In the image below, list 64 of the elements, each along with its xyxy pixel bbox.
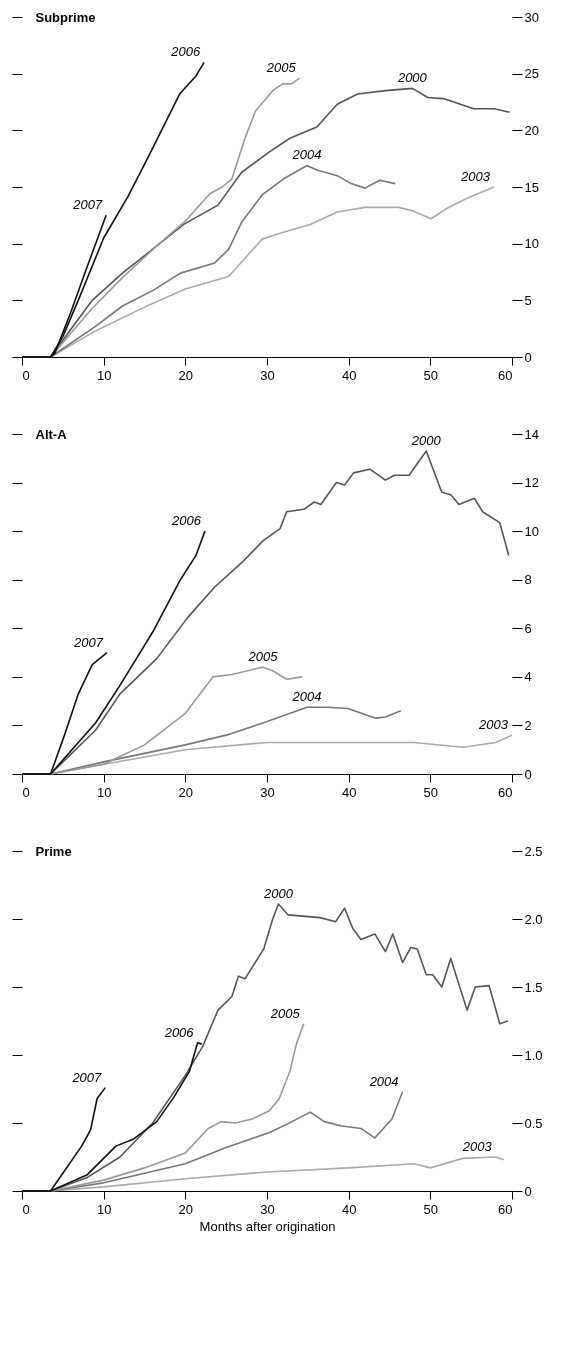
y-tick-label: 30 — [524, 9, 539, 25]
y-tick-label: 0 — [524, 1183, 532, 1199]
chart-title: Subprime — [35, 10, 96, 25]
y-tick-label: 10 — [524, 523, 539, 539]
x-tick-label: 30 — [260, 367, 275, 383]
y-tick-label: 2.5 — [524, 843, 543, 859]
x-tick-label: 30 — [260, 1201, 275, 1217]
x-tick-label: 60 — [498, 367, 513, 383]
series-label: 2006 — [170, 44, 201, 60]
x-tick-label: 60 — [498, 1201, 513, 1217]
x-tick-label: 50 — [423, 784, 439, 800]
y-tick-label: 2 — [524, 717, 532, 733]
series-label: 2004 — [368, 1073, 399, 1089]
series-label: 2004 — [291, 147, 322, 163]
chart-title: Prime — [35, 844, 72, 859]
series-label: 2000 — [410, 433, 442, 448]
y-tick-label: 25 — [524, 66, 539, 82]
x-tick-label: 10 — [96, 1201, 112, 1217]
series-label: 2007 — [71, 1069, 103, 1085]
y-tick-label: 6 — [524, 620, 532, 636]
x-tick-label: 40 — [341, 367, 357, 383]
x-tick-label: 20 — [178, 367, 194, 383]
y-tick-label: 0 — [524, 349, 532, 365]
series-label: 2007 — [73, 634, 104, 650]
x-tick-label: 60 — [498, 784, 513, 800]
y-tick-label: 1.5 — [524, 979, 543, 995]
x-tick-label: 0 — [22, 784, 30, 800]
y-tick-label: 20 — [524, 122, 539, 138]
x-tick-label: 30 — [260, 784, 275, 800]
x-tick-label: 0 — [22, 367, 30, 383]
y-tick-label: 8 — [524, 572, 532, 588]
x-tick-label: 10 — [96, 367, 112, 383]
x-tick-label: 0 — [22, 1201, 30, 1217]
series-label: 2003 — [478, 717, 509, 733]
y-tick-label: 4 — [524, 669, 532, 685]
series-label: 2005 — [265, 60, 297, 76]
y-tick-label: 14 — [524, 426, 539, 442]
x-tick-label: 10 — [96, 784, 112, 800]
chart-title: Alt-A — [35, 427, 68, 442]
x-tick-label: 40 — [341, 1201, 357, 1217]
x-tick-label: 40 — [341, 784, 357, 800]
y-tick-label: 5 — [524, 292, 532, 308]
series-label: 2003 — [461, 1139, 493, 1154]
y-tick-label: 2.0 — [524, 911, 543, 927]
series-label: 2000 — [262, 886, 294, 902]
y-tick-label: 10 — [524, 236, 539, 252]
y-tick-label: 1.0 — [524, 1047, 543, 1063]
series-label: 2000 — [396, 70, 428, 86]
series-label: 2006 — [163, 1024, 195, 1040]
series-label: 2003 — [460, 169, 491, 184]
series-label: 2007 — [72, 197, 103, 213]
series-label: 2005 — [247, 649, 279, 665]
x-tick-label: 20 — [178, 1201, 194, 1217]
x-tick-label: 20 — [178, 784, 194, 800]
y-tick-label: 0.5 — [524, 1115, 543, 1131]
x-axis-title: Months after origination — [199, 1218, 336, 1234]
x-tick-label: 50 — [423, 1201, 439, 1217]
y-tick-label: 0 — [524, 766, 532, 782]
series-label: 2005 — [269, 1005, 301, 1021]
series-label: 2006 — [171, 513, 202, 529]
y-tick-label: 12 — [524, 475, 539, 491]
x-tick-label: 50 — [423, 367, 439, 383]
series-label: 2004 — [291, 689, 322, 705]
y-tick-label: 15 — [524, 179, 539, 195]
